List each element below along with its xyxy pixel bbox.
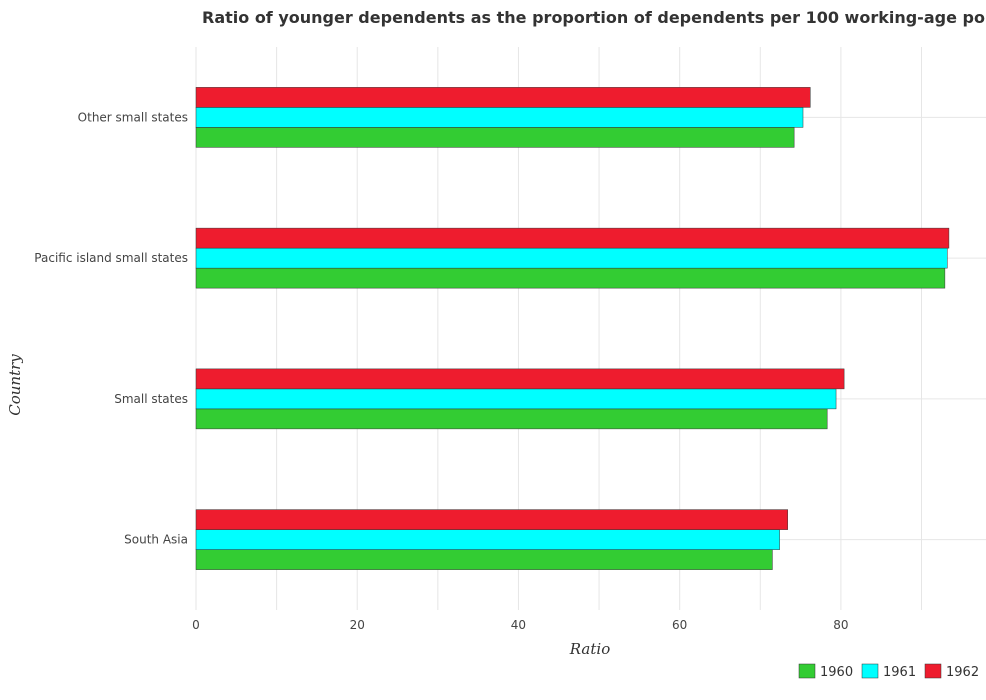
x-tick-label: 80 <box>833 618 848 632</box>
bar-1962-3 <box>195 509 788 530</box>
bar-1962-0 <box>195 87 811 108</box>
x-tick-label: 40 <box>511 618 526 632</box>
bar-1960-1 <box>195 267 946 289</box>
legend-label-1961: 1961 <box>883 665 916 680</box>
bar-1961-0 <box>195 107 804 128</box>
legend-swatch-1960 <box>798 663 816 679</box>
x-tick-label: 20 <box>350 618 365 632</box>
legend-swatch-1961 <box>861 663 879 679</box>
x-axis-label: Ratio <box>569 640 610 658</box>
bars <box>195 87 950 570</box>
bar-1961-1 <box>195 247 948 269</box>
bar-1962-2 <box>195 368 845 390</box>
legend-label-1960: 1960 <box>820 665 853 680</box>
bar-1962-1 <box>195 227 950 249</box>
legend: 1960 1961 1962 <box>798 663 979 680</box>
y-tick-label: South Asia <box>124 533 188 547</box>
bar-1960-2 <box>195 408 828 430</box>
bar-1960-3 <box>195 549 773 570</box>
bar-1960-0 <box>195 127 795 148</box>
chart-title: Ratio of younger dependents as the propo… <box>202 8 986 27</box>
x-tick-label: 0 <box>192 618 200 632</box>
legend-label-1962: 1962 <box>946 665 979 680</box>
x-tick-labels: 0 20 40 60 80 <box>192 618 848 632</box>
legend-swatch-1962 <box>924 663 942 679</box>
y-tick-label: Other small states <box>78 110 188 124</box>
x-tick-label: 60 <box>672 618 687 632</box>
y-tick-label: Small states <box>114 392 188 406</box>
y-tick-labels: Other small states Pacific island small s… <box>34 110 188 546</box>
bar-1961-3 <box>195 529 780 550</box>
bar-1961-2 <box>195 388 837 410</box>
y-tick-label: Pacific island small states <box>34 251 188 265</box>
y-axis-label: Country <box>6 354 24 416</box>
